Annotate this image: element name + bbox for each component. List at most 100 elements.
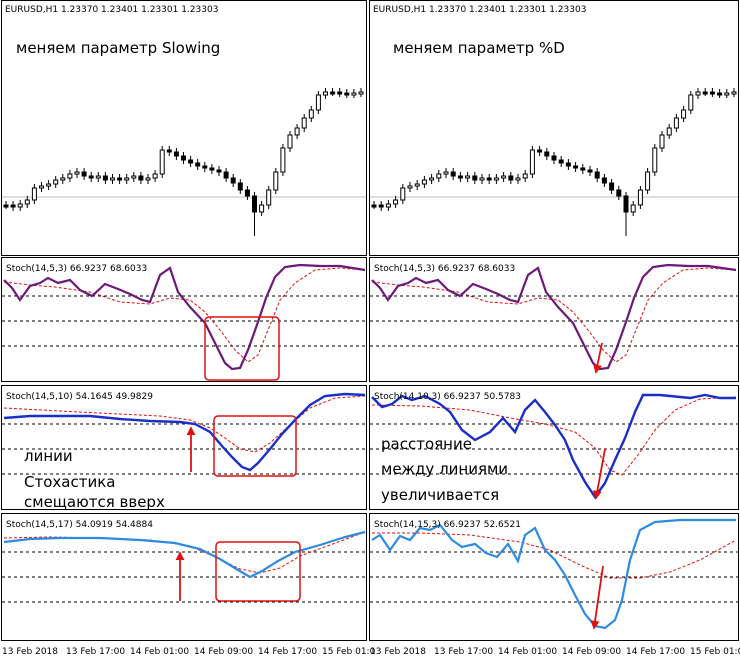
left-stoch-panel-2-frame — [1, 385, 367, 510]
candle-body — [393, 199, 399, 205]
candle-body — [616, 189, 622, 197]
time-tick-label: 14 Feb 09:00 — [194, 647, 253, 657]
candle-body — [486, 177, 492, 181]
candle-body — [587, 169, 593, 173]
right-annotation-line-1: расстояние — [381, 435, 472, 453]
left-stoch-panel-1-frame — [1, 257, 367, 382]
candle-body — [259, 204, 265, 213]
candle-body — [173, 151, 179, 157]
time-tick-label: 14 Feb 17:00 — [626, 647, 685, 657]
candle-body — [673, 117, 679, 129]
candle-body — [266, 189, 272, 206]
candle-body — [294, 127, 300, 136]
left-stoch-panel-3-frame — [1, 513, 367, 641]
candle-body — [138, 175, 144, 181]
candle-body — [46, 183, 52, 187]
candle-body — [551, 155, 557, 161]
candle-body — [301, 117, 307, 129]
candle-body — [3, 204, 9, 208]
candle-body — [60, 177, 66, 181]
candle-body — [443, 171, 449, 175]
candle-body — [450, 171, 456, 177]
candle-body — [652, 147, 658, 173]
time-tick-label: 14 Feb 09:00 — [562, 647, 621, 657]
right-title-label: меняем параметр %D — [393, 39, 565, 57]
right-annotation-line-2: между линиями — [381, 460, 508, 478]
candle-body — [216, 169, 222, 173]
candle-body — [515, 177, 521, 181]
candle-body — [181, 155, 186, 161]
candle-body — [623, 195, 629, 213]
right-candlesticks — [371, 88, 737, 236]
candle-body — [337, 91, 343, 95]
highlight-box-p1 — [204, 316, 280, 381]
candle-body — [252, 195, 257, 213]
right-price-panel-frame — [369, 0, 739, 256]
candle-body — [358, 91, 364, 95]
candle-body — [166, 149, 172, 153]
candle-body — [688, 94, 694, 111]
candle-body — [414, 183, 420, 187]
highlight-box-p2 — [213, 415, 297, 477]
candle-body — [39, 185, 44, 189]
time-tick-label: 15 Feb 01:0 — [690, 647, 740, 657]
right-p2-main-line — [371, 393, 736, 500]
candle-body — [565, 162, 571, 167]
time-tick-label: 14 Feb 17:00 — [258, 647, 317, 657]
candle-body — [223, 171, 229, 179]
left-price-panel-frame — [1, 0, 367, 256]
candle-body — [195, 162, 201, 167]
panel-frames — [1, 0, 739, 641]
candle-body — [31, 187, 37, 201]
candle-body — [457, 175, 463, 179]
candle-body — [273, 171, 279, 191]
time-tick-label: 13 Feb 2018 — [2, 647, 58, 657]
candle-body — [344, 92, 350, 96]
candle-body — [695, 91, 701, 96]
candle-body — [145, 177, 151, 181]
candle-body — [152, 173, 158, 179]
red-arrows — [175, 342, 606, 630]
candle-body — [117, 177, 123, 181]
left-p2-main-line — [3, 392, 366, 472]
left-p2-signal-line — [3, 395, 366, 453]
candle-body — [659, 134, 665, 149]
candle-body — [159, 149, 165, 175]
right-stoch-1-header: Stoch(14,5,3) 66.9237 68.6033 — [374, 264, 515, 274]
left-stoch-3-header: Stoch(14,5,17) 54.0919 54.4884 — [6, 520, 153, 530]
candle-body — [717, 92, 723, 96]
arrow-down-icon — [590, 565, 604, 630]
candle-body — [537, 149, 543, 153]
candle-body — [244, 189, 250, 197]
left-stoch-1-header: Stoch(14,5,3) 66.9237 68.6033 — [6, 264, 147, 274]
left-annotation-line-1: линии — [24, 447, 73, 465]
time-tick-label: 13 Feb 17:00 — [434, 647, 493, 657]
candle-body — [81, 171, 87, 177]
right-p1-main-line — [371, 263, 737, 371]
highlight-box-p3 — [215, 541, 301, 602]
right-stoch-panel-1-frame — [369, 257, 739, 382]
candle-body — [74, 171, 80, 175]
candle-body — [202, 165, 208, 169]
right-p3-main-line — [371, 518, 736, 630]
candle-body — [17, 203, 23, 208]
right-price-header: EURUSD,H1 1.23370 1.23401 1.23301 1.2330… — [373, 5, 586, 15]
candle-body — [400, 187, 406, 201]
candle-body — [493, 177, 499, 181]
candle-body — [110, 177, 115, 181]
candle-body — [637, 189, 643, 206]
candle-body — [308, 109, 314, 119]
candle-body — [280, 147, 286, 173]
time-tick-label: 15 Feb 01:0 — [322, 647, 376, 657]
left-p1-main-line — [3, 263, 366, 371]
candle-body — [371, 204, 377, 208]
candle-body — [573, 165, 579, 169]
time-tick-label: 14 Feb 01:00 — [498, 647, 557, 657]
right-p3-signal-line — [372, 532, 737, 579]
candle-body — [351, 92, 357, 96]
candle-body — [102, 175, 108, 181]
candle-body — [724, 92, 730, 96]
candle-body — [702, 91, 708, 95]
right-stoch-panel-3-frame — [369, 513, 739, 641]
left-title-label: меняем параметр Slowing — [16, 39, 220, 57]
